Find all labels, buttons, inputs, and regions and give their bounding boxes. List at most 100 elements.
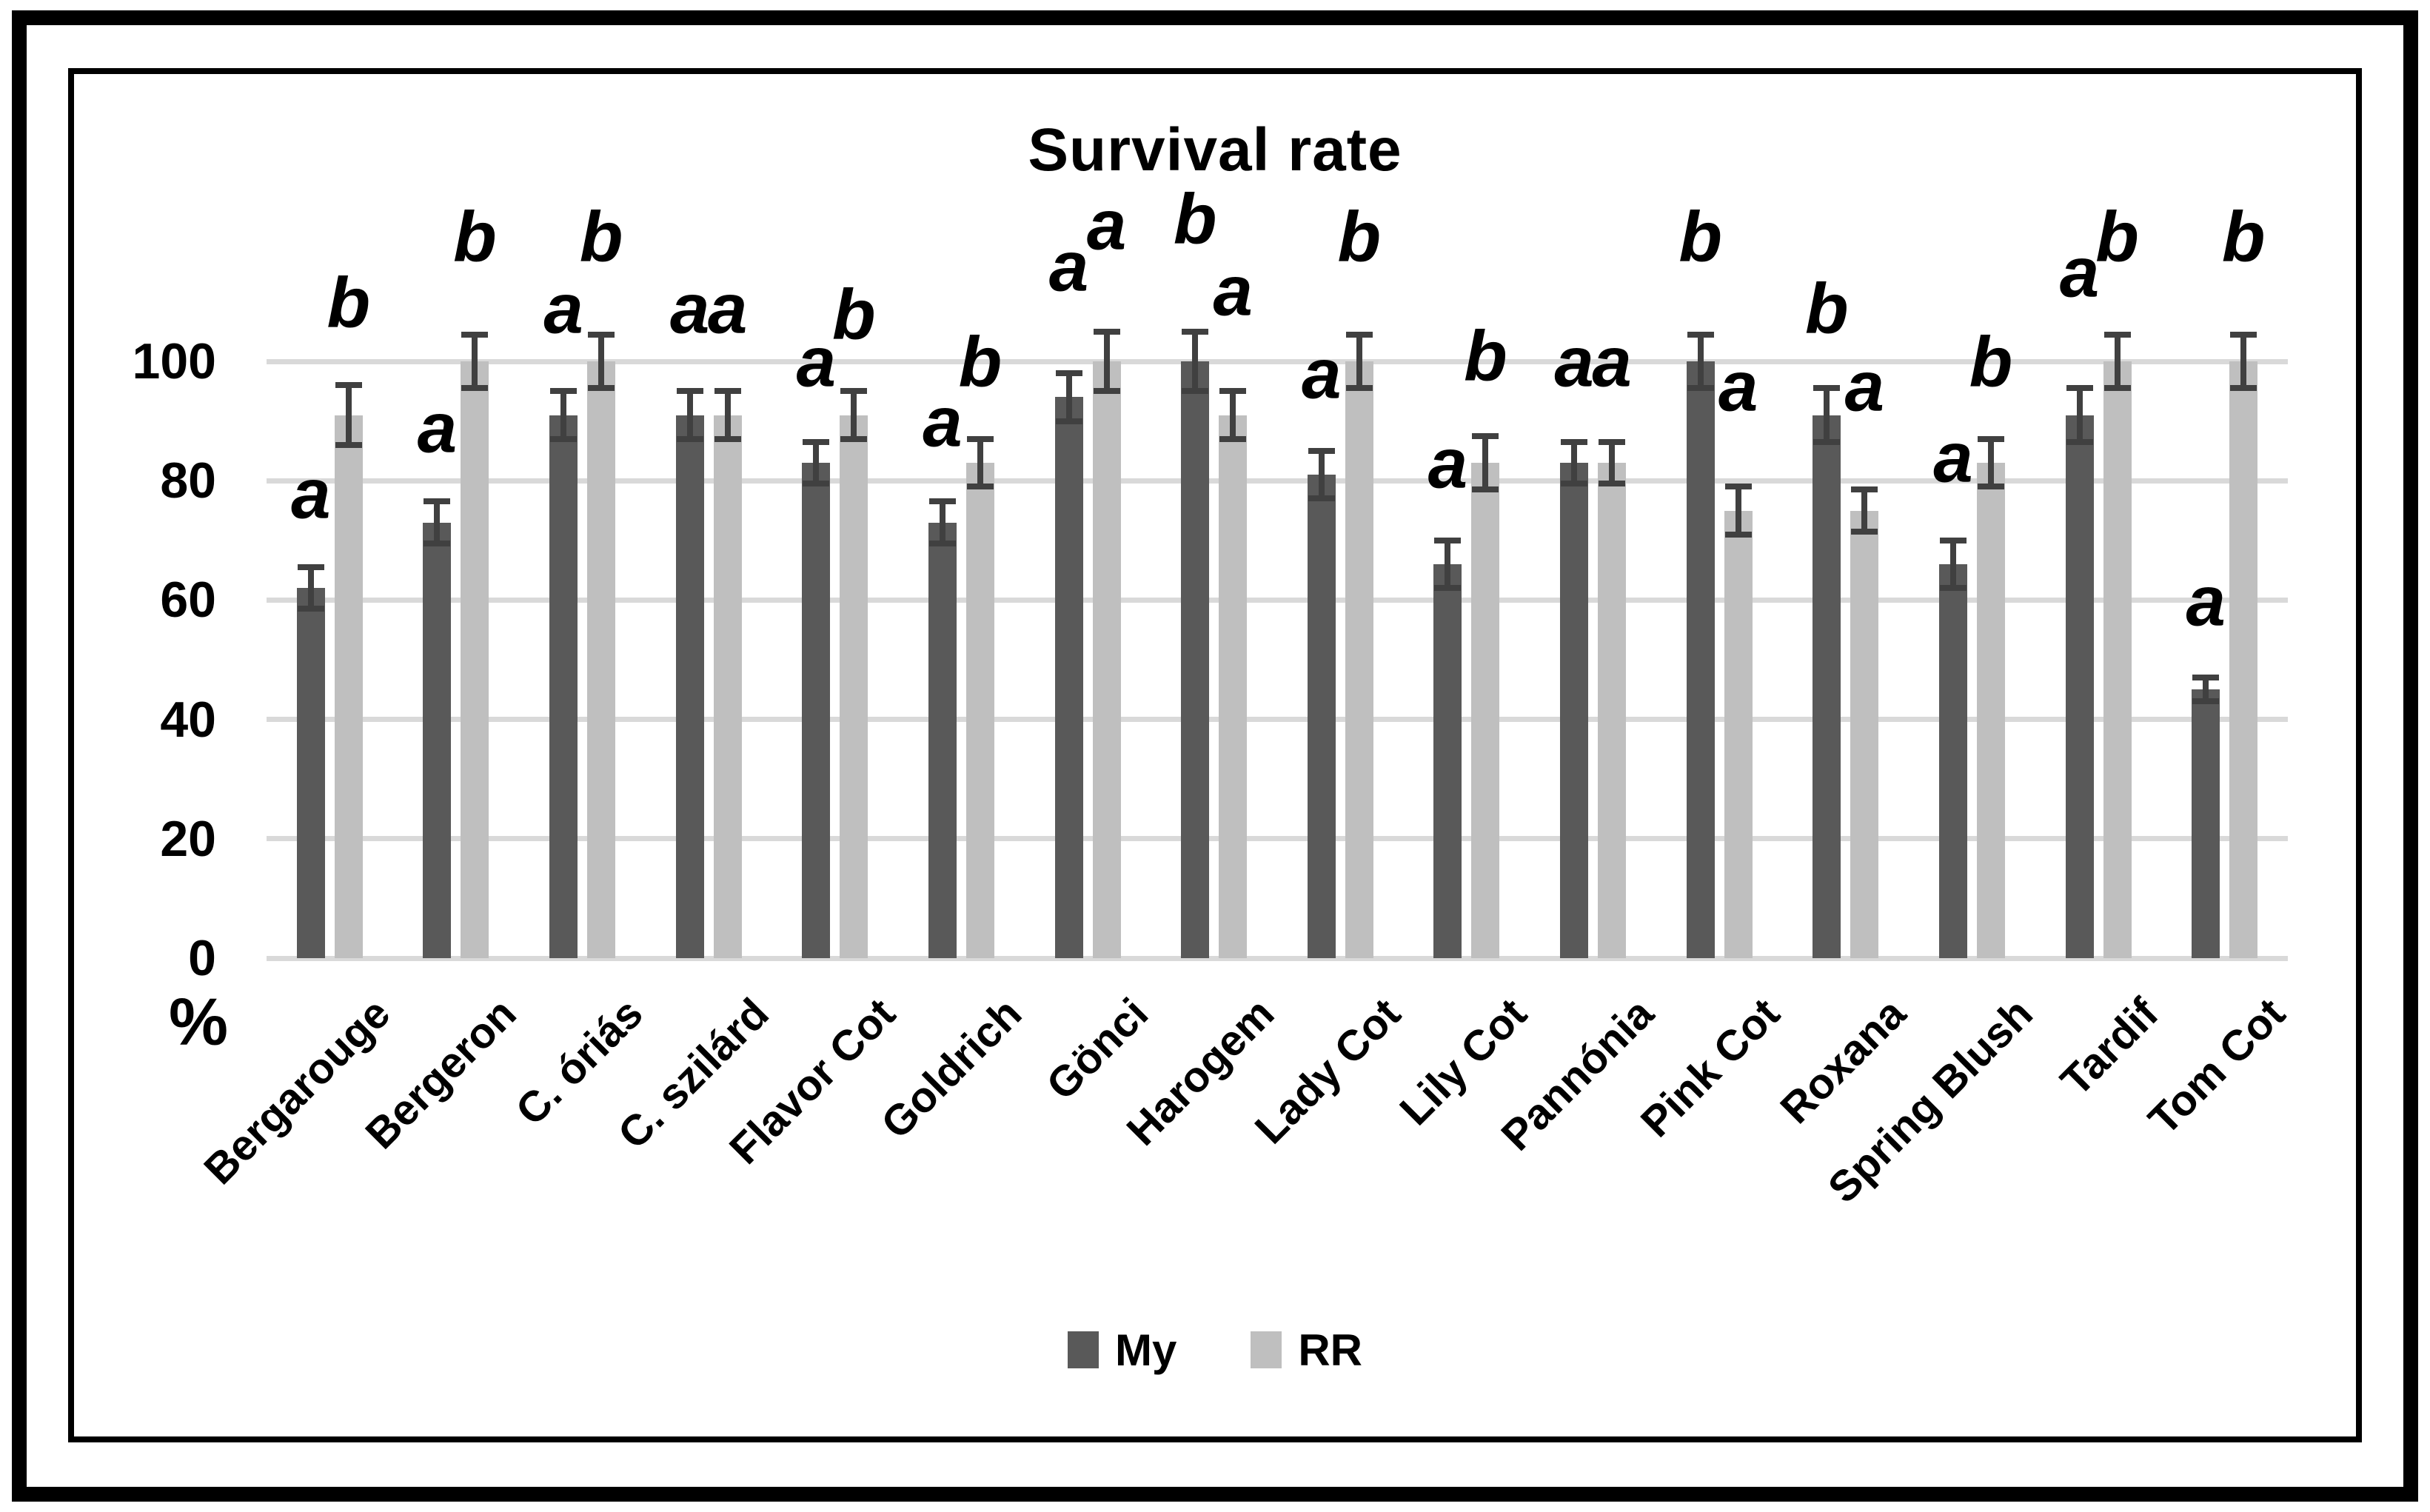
gridline: [267, 717, 2288, 723]
error-bar-stem: [1949, 540, 1956, 589]
legend-item: RR: [1251, 1325, 1362, 1376]
bar-my: [928, 522, 957, 958]
y-axis-tick-label: 20: [160, 810, 216, 867]
error-bar-cap: [1724, 531, 1752, 538]
significance-letter: a: [1213, 251, 1253, 331]
bar-rr: [587, 361, 616, 958]
bar-my: [1938, 564, 1967, 958]
error-bar-cap: [461, 385, 489, 392]
significance-letter: b: [1678, 197, 1723, 277]
significance-letter: a: [543, 269, 583, 349]
error-bar-cap: [1687, 385, 1714, 392]
bar-my: [802, 463, 831, 958]
error-bar-cap: [928, 498, 956, 505]
error-bar-cap: [1813, 385, 1841, 392]
error-bar-cap: [424, 540, 451, 546]
error-bar-cap: [803, 438, 830, 445]
error-bar-stem: [2114, 334, 2121, 389]
error-bar-cap: [1345, 331, 1373, 338]
error-bar-stem: [813, 441, 820, 484]
bar-rr: [1345, 361, 1373, 958]
error-bar-cap: [461, 331, 489, 338]
error-bar-stem: [307, 567, 314, 609]
significance-letter: a: [923, 382, 963, 462]
significance-letter: a: [1427, 424, 1468, 504]
y-axis-tick-label: 80: [160, 452, 216, 509]
y-axis-tick-label: 100: [132, 333, 216, 389]
error-bar-stem: [1735, 486, 1741, 535]
bar-my: [296, 588, 325, 958]
error-bar-stem: [2076, 388, 2083, 442]
error-bar-stem: [345, 385, 352, 445]
y-axis-tick-label: 40: [160, 691, 216, 748]
error-bar-cap: [1599, 438, 1626, 445]
gridline: [267, 955, 2288, 961]
error-bar-stem: [1861, 489, 1868, 532]
error-bar-cap: [550, 388, 578, 395]
significance-letter: a: [2186, 561, 2226, 641]
error-bar-cap: [335, 441, 362, 448]
error-bar-cap: [1977, 484, 2004, 490]
error-bar-stem: [1356, 334, 1362, 389]
significance-letter: b: [1173, 179, 1217, 259]
bar-rr: [1598, 463, 1627, 958]
bar-rr: [2229, 361, 2258, 958]
bar-my: [1433, 564, 1462, 958]
significance-letter: a: [669, 269, 710, 349]
error-bar-stem: [1445, 540, 1451, 589]
y-axis-tick-label: 60: [160, 572, 216, 629]
error-bar-cap: [1219, 435, 1247, 442]
bar-rr: [713, 415, 742, 958]
significance-letter: b: [2095, 197, 2139, 277]
error-bar-cap: [1308, 447, 1335, 454]
error-bar-cap: [1977, 435, 2004, 442]
gridline: [267, 836, 2288, 842]
legend: My RR: [0, 1324, 2430, 1376]
significance-letter: a: [1048, 227, 1089, 307]
significance-letter: a: [1592, 322, 1632, 402]
error-bar-cap: [803, 481, 830, 487]
error-bar-stem: [686, 391, 693, 439]
error-bar-cap: [1308, 495, 1335, 502]
inner-border-frame: [68, 68, 2362, 1442]
error-bar-cap: [840, 388, 868, 395]
error-bar-cap: [2230, 385, 2257, 392]
error-bar-cap: [676, 435, 703, 442]
error-bar-cap: [588, 385, 615, 392]
bar-rr: [2103, 361, 2132, 958]
bar-my: [1307, 475, 1336, 958]
bar-rr: [965, 463, 994, 958]
error-bar-stem: [939, 501, 945, 543]
gridline: [267, 478, 2288, 484]
error-bar-cap: [2192, 675, 2220, 681]
error-bar-stem: [1824, 388, 1830, 442]
error-bar-stem: [724, 391, 731, 439]
bar-my: [423, 522, 452, 958]
significance-letter: b: [958, 322, 1003, 402]
error-bar-stem: [434, 501, 441, 543]
error-bar-stem: [1571, 441, 1578, 484]
error-bar-stem: [851, 391, 857, 439]
error-bar-cap: [2066, 438, 2093, 445]
error-bar-stem: [1230, 391, 1236, 439]
legend-item: My: [1067, 1325, 1176, 1376]
bar-my: [675, 415, 704, 958]
error-bar-cap: [335, 382, 362, 389]
significance-letter: a: [707, 269, 748, 349]
error-bar-cap: [2103, 331, 2131, 338]
bar-rr: [840, 415, 868, 958]
y-axis-unit-label: %: [168, 986, 229, 1060]
bar-rr: [1471, 463, 1500, 958]
error-bar-cap: [1561, 438, 1588, 445]
error-bar-cap: [966, 484, 994, 490]
bar-rr: [1092, 361, 1121, 958]
error-bar-cap: [297, 606, 324, 612]
error-bar-cap: [1219, 388, 1247, 395]
error-bar-cap: [1182, 328, 1209, 335]
error-bar-stem: [1318, 450, 1325, 499]
error-bar-cap: [714, 388, 741, 395]
significance-letter: a: [1554, 322, 1594, 402]
error-bar-cap: [840, 435, 868, 442]
error-bar-cap: [2103, 385, 2131, 392]
